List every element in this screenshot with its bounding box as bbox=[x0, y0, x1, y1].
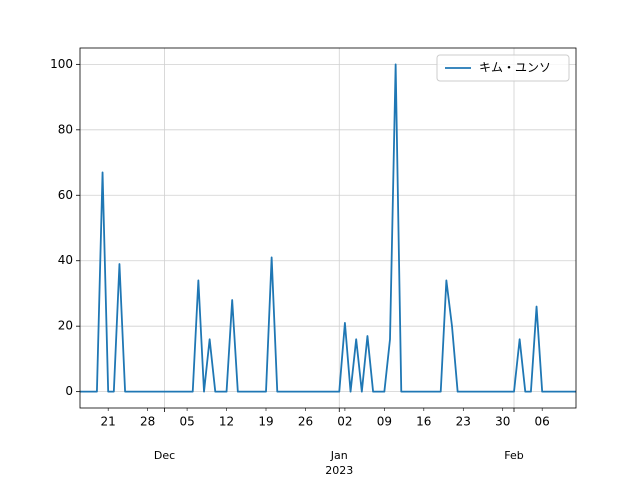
x-minor-tick-label: 23 bbox=[456, 415, 471, 429]
legend-label: キム・ユンソ bbox=[479, 61, 551, 75]
x-minor-tick-label: 28 bbox=[140, 415, 155, 429]
x-minor-tick-label: 06 bbox=[535, 415, 550, 429]
y-tick-label: 60 bbox=[58, 188, 73, 202]
y-tick-label: 20 bbox=[58, 319, 73, 333]
x-minor-tick-label: 30 bbox=[495, 415, 510, 429]
plot bbox=[80, 63, 576, 393]
x-minor-tick-label: 12 bbox=[219, 415, 234, 429]
x-minor-tick-label: 19 bbox=[258, 415, 273, 429]
y-tick-label: 100 bbox=[50, 57, 73, 71]
legend: キム・ユンソ bbox=[436, 54, 570, 82]
x-minor-tick-label: 05 bbox=[179, 415, 194, 429]
y-tick-label: 40 bbox=[58, 253, 73, 267]
axes-frame bbox=[79, 47, 577, 409]
x-tick-label: Feb bbox=[504, 449, 523, 462]
axes: 0 20 40 60 80 100 Dec Jan Feb 2023 21 28 05 12 19 26 02 0… bbox=[50, 54, 570, 477]
y-tick-label: 80 bbox=[58, 122, 73, 136]
x-tick-label: Jan bbox=[330, 449, 348, 462]
x-minor-tick-label: 26 bbox=[298, 415, 313, 429]
x-minor-tick-label: 16 bbox=[416, 415, 431, 429]
x-tick-label: Dec bbox=[154, 449, 175, 462]
x-minor-tick-label: 09 bbox=[377, 415, 392, 429]
x-minor-tick-label: 02 bbox=[337, 415, 352, 429]
series-line bbox=[80, 63, 576, 393]
x-year-label: 2023 bbox=[325, 464, 353, 477]
x-minor-tick-label: 21 bbox=[101, 415, 116, 429]
legend-box bbox=[436, 54, 570, 82]
y-tick-label: 0 bbox=[65, 384, 73, 398]
